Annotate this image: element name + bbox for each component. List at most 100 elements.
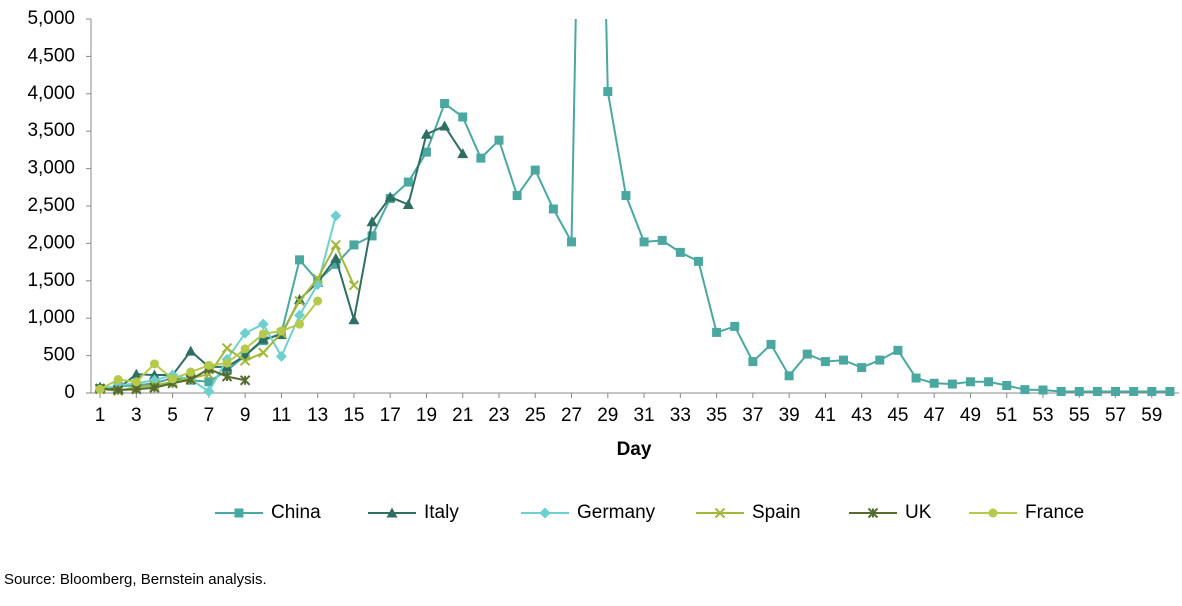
- marker: [221, 342, 233, 354]
- marker: [295, 255, 305, 265]
- marker: [439, 120, 451, 131]
- marker: [366, 216, 378, 227]
- x-tick-label: 51: [996, 405, 1017, 426]
- marker: [386, 507, 398, 518]
- x-tick-label: 9: [240, 405, 251, 426]
- y-tick-label: 500: [43, 345, 75, 366]
- marker: [349, 240, 359, 250]
- marker: [186, 367, 196, 377]
- marker: [275, 350, 287, 362]
- marker: [947, 379, 957, 389]
- marker: [748, 357, 758, 367]
- x-tick-label: 7: [204, 405, 215, 426]
- x-tick-label: 3: [131, 405, 142, 426]
- x-tick-label: 31: [633, 405, 654, 426]
- x-axis-label: Day: [617, 439, 652, 460]
- marker: [875, 355, 885, 365]
- marker: [603, 87, 613, 97]
- y-tick-label: 4,000: [27, 83, 75, 104]
- marker: [965, 377, 975, 387]
- x-tick-label: 29: [597, 405, 618, 426]
- marker: [440, 99, 450, 109]
- marker: [294, 309, 306, 321]
- x-tick-label: 39: [779, 405, 800, 426]
- marker: [331, 259, 341, 269]
- marker: [258, 329, 268, 339]
- legend-label: Italy: [424, 502, 459, 523]
- x-tick-label: 43: [851, 405, 872, 426]
- marker: [1147, 387, 1157, 397]
- marker: [539, 507, 551, 519]
- marker: [867, 507, 879, 519]
- marker: [820, 357, 830, 367]
- x-tick-label: 33: [670, 405, 691, 426]
- marker: [712, 327, 722, 337]
- marker: [1002, 381, 1012, 391]
- marker: [130, 368, 142, 379]
- marker: [239, 327, 251, 339]
- x-tick-label: 41: [815, 405, 836, 426]
- marker: [675, 247, 685, 257]
- x-tick-label: 27: [561, 405, 582, 426]
- y-tick-label: 3,500: [27, 120, 75, 141]
- marker: [1111, 387, 1121, 397]
- marker: [367, 231, 377, 241]
- marker: [204, 360, 214, 370]
- y-tick-label: 3,000: [27, 158, 75, 179]
- marker: [988, 508, 998, 518]
- marker: [149, 359, 159, 369]
- marker: [1020, 385, 1030, 395]
- x-tick-label: 13: [307, 405, 328, 426]
- marker: [548, 204, 558, 214]
- series-line: [99, 124, 464, 390]
- marker: [239, 375, 251, 386]
- x-tick-label: 21: [452, 405, 473, 426]
- plot-area: [94, 19, 1175, 398]
- marker: [421, 147, 431, 157]
- marker: [168, 374, 178, 384]
- marker: [258, 347, 269, 358]
- marker: [384, 191, 396, 202]
- marker: [402, 199, 414, 210]
- marker: [112, 384, 124, 396]
- x-tick-label: 35: [706, 405, 727, 426]
- marker: [494, 135, 504, 145]
- x-tick-label: 45: [887, 405, 908, 426]
- marker: [234, 508, 244, 518]
- marker: [403, 177, 413, 187]
- marker: [1038, 385, 1048, 395]
- x-tick-label: 47: [924, 405, 945, 426]
- marker: [239, 355, 251, 367]
- legend-label: China: [271, 502, 321, 523]
- marker: [330, 210, 342, 222]
- marker: [1129, 387, 1139, 397]
- marker: [893, 345, 903, 355]
- marker: [330, 239, 342, 251]
- legend-label: Spain: [752, 502, 801, 523]
- x-tick-label: 59: [1141, 405, 1162, 426]
- marker: [730, 321, 740, 331]
- marker: [911, 373, 921, 383]
- marker: [929, 378, 939, 388]
- legend-label: Germany: [577, 502, 656, 523]
- x-tick-label: 55: [1069, 405, 1090, 426]
- legend-label: France: [1025, 502, 1084, 523]
- marker: [657, 235, 667, 245]
- marker: [458, 112, 468, 122]
- x-tick-label: 15: [343, 405, 364, 426]
- marker: [203, 386, 215, 398]
- marker: [512, 191, 522, 201]
- marker: [1165, 387, 1175, 397]
- marker: [257, 318, 269, 330]
- marker: [295, 319, 305, 329]
- x-tick-label: 57: [1105, 405, 1126, 426]
- marker: [330, 252, 342, 263]
- marker: [149, 382, 160, 393]
- x-tick-label: 23: [488, 405, 509, 426]
- marker: [1056, 387, 1066, 397]
- marker: [457, 148, 469, 159]
- x-tick-label: 1: [95, 405, 106, 426]
- marker: [621, 191, 631, 201]
- marker: [714, 507, 726, 519]
